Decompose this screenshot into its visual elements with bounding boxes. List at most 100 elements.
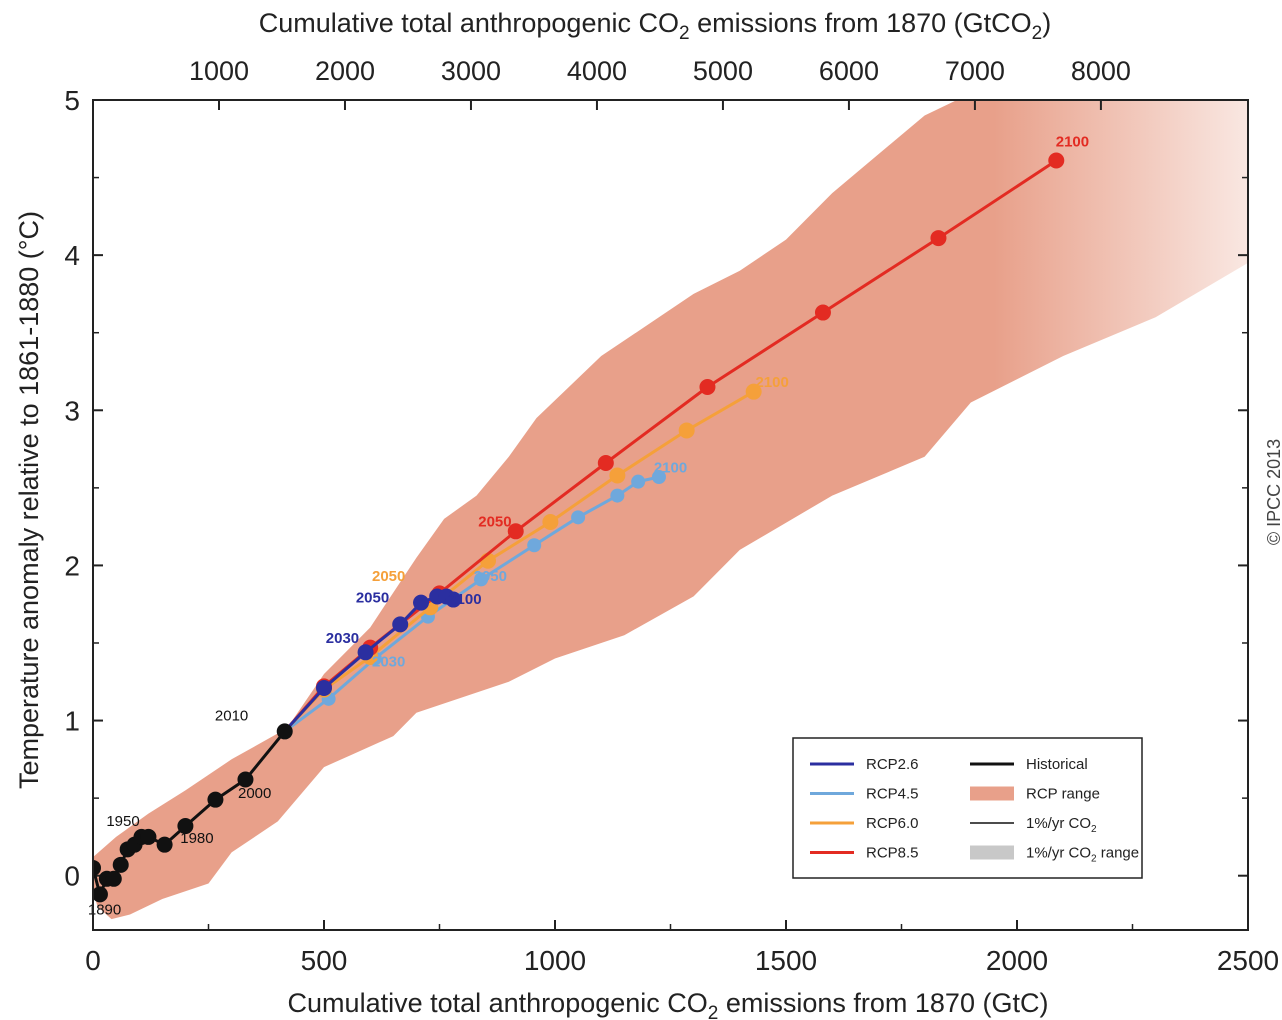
legend-item-3: RCP8.5	[810, 845, 919, 862]
year-label-13: 2050	[474, 568, 507, 585]
legend-label-7: 1%/yr CO2 range	[1026, 845, 1139, 865]
point-historical-10	[177, 818, 194, 835]
x-axis-title: Cumulative total anthropogenic CO2 emiss…	[288, 988, 1049, 1020]
x2-tick-label-7: 8000	[1071, 56, 1131, 86]
x2-tick-label-5: 6000	[819, 56, 879, 86]
legend-box	[792, 737, 1143, 879]
x2-axis-title-sub: 2	[679, 23, 690, 44]
x-tick-labels: 0 500 1000 1500 2000 2500	[85, 945, 1279, 976]
x-axis-title-tail: emissions from 1870 (GtC)	[718, 988, 1048, 1018]
point-rcp60-8	[745, 383, 762, 400]
year-label-4: 2010	[215, 708, 248, 725]
y-axis-title: Temperature anomaly relative to 1861-188…	[14, 211, 44, 789]
point-historical-4	[112, 856, 129, 873]
legend-item-1: RCP4.5	[810, 786, 919, 803]
series-rcp26	[283, 588, 462, 733]
point-rcp85-4	[507, 523, 524, 540]
x2-tick-label-1: 2000	[315, 56, 375, 86]
point-historical-8	[140, 828, 157, 845]
legend-item-5: RCP range	[970, 786, 1100, 803]
point-historical-1	[93, 886, 108, 903]
legend-item-0: RCP2.6	[810, 756, 919, 773]
point-rcp45-7	[610, 488, 625, 503]
x2-tick-label-2: 3000	[441, 56, 501, 86]
x2-axis-title-main: Cumulative total anthropogenic CO	[259, 8, 679, 38]
point-historical-0	[93, 859, 101, 876]
legend-label-2: RCP6.0	[866, 815, 919, 832]
series-layer	[93, 152, 1065, 903]
point-historical-12	[237, 771, 254, 788]
series-line-rcp45	[283, 475, 660, 733]
point-rcp45-6	[571, 510, 586, 525]
x-tick-label-0: 0	[85, 945, 101, 976]
point-rcp85-9	[1048, 152, 1065, 169]
point-historical-11	[207, 791, 224, 808]
rcp-range-layer	[93, 100, 1248, 920]
x-axis-title-sub: 2	[708, 1003, 719, 1020]
year-label-7: 2100	[448, 591, 481, 608]
point-historical-9	[156, 836, 173, 853]
year-label-2: 1980	[180, 830, 213, 847]
year-label-6: 2050	[356, 590, 389, 607]
legend-label-5: RCP range	[1026, 786, 1100, 803]
point-rcp26-4	[413, 594, 430, 611]
rcp-range-area	[93, 100, 1248, 920]
point-rcp60-7	[678, 422, 695, 439]
y-tick-label-0: 0	[64, 861, 80, 892]
legend-label-1: RCP4.5	[866, 786, 919, 803]
year-labels-layer: 1890 1950 1980 2000 2010 2030 2050 2100 2050 2050…	[88, 134, 1089, 919]
legend-swatch-5	[970, 786, 1014, 801]
x-tick-label-1: 500	[301, 945, 348, 976]
y-tick-label-3: 3	[64, 395, 80, 426]
x2-axis-title-end: )	[1042, 8, 1051, 38]
x-tick-label-3: 1500	[755, 945, 817, 976]
y-tick-label-2: 2	[64, 550, 80, 581]
point-rcp45-5	[527, 538, 542, 553]
y-tick-label-4: 4	[64, 240, 80, 271]
x2-tick-label-6: 7000	[945, 56, 1005, 86]
x2-tick-label-3: 4000	[567, 56, 627, 86]
year-label-1: 1950	[106, 813, 139, 830]
x-axis-title-main: Cumulative total anthropogenic CO	[288, 988, 708, 1018]
year-label-0: 1890	[88, 901, 121, 918]
year-label-8: 2050	[372, 568, 405, 585]
legend-label-4: Historical	[1026, 756, 1088, 773]
legend-item-7: 1%/yr CO2 range	[970, 845, 1139, 865]
point-rcp85-6	[699, 379, 716, 396]
legend-item-4: Historical	[970, 756, 1088, 773]
plot-frame	[92, 99, 1249, 931]
year-label-9: 2050	[478, 514, 511, 531]
point-historical-3	[105, 870, 122, 887]
x2-tick-label-0: 1000	[189, 56, 249, 86]
point-rcp45-4	[474, 572, 489, 587]
year-label-14: 2030	[372, 653, 405, 670]
x-tick-label-4: 2000	[986, 945, 1048, 976]
x2-axis-title-tail: emissions from 1870 (GtCO	[690, 8, 1032, 38]
point-rcp26-3	[392, 616, 409, 633]
legend-item-2: RCP6.0	[810, 815, 919, 832]
point-rcp60-6	[609, 467, 626, 484]
point-rcp45-8	[631, 474, 646, 489]
y-tick-label-1: 1	[64, 706, 80, 737]
year-label-12: 2100	[654, 459, 687, 476]
year-label-5: 2030	[326, 630, 359, 647]
point-rcp85-8	[930, 230, 947, 247]
year-label-11: 2100	[755, 374, 788, 391]
legend-swatch-7	[970, 845, 1014, 860]
point-rcp85-5	[597, 455, 614, 472]
x2-tick-label-4: 5000	[693, 56, 753, 86]
legend-item-6: 1%/yr CO2	[970, 815, 1097, 835]
x2-axis-title-sub2: 2	[1032, 23, 1043, 44]
legend-label-6: 1%/yr CO2	[1026, 815, 1097, 835]
copyright-text: © IPCC 2013	[1264, 439, 1282, 545]
legend: RCP2.6 RCP4.5 RCP6.0 RCP8.5 Historical RCP ra…	[792, 737, 1143, 879]
point-rcp26-1	[316, 679, 332, 696]
point-historical-13	[276, 723, 293, 740]
x2-tick-labels: 1000 2000 3000 4000 5000 6000 7000 8000	[189, 56, 1131, 86]
point-rcp26-2	[357, 644, 374, 661]
x-tick-label-5: 2500	[1217, 945, 1279, 976]
series-historical	[93, 723, 293, 903]
point-rcp60-5	[542, 513, 559, 530]
year-label-3: 2000	[238, 785, 271, 802]
